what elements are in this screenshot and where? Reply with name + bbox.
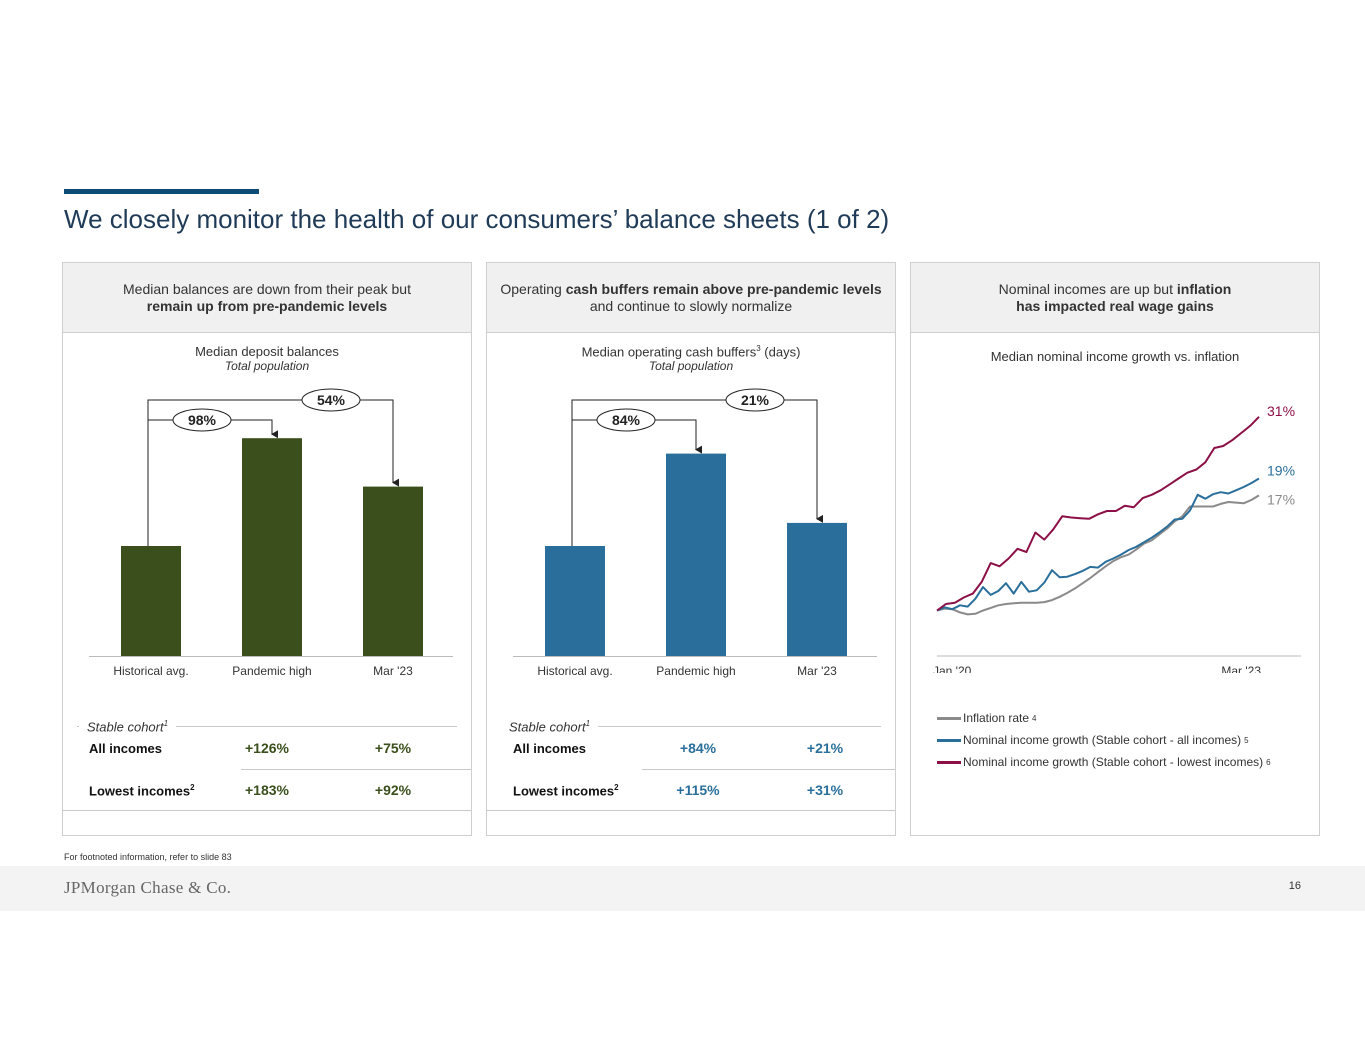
cell-value: +126% [245, 740, 289, 756]
x-tick-label: Mar '23 [373, 664, 413, 678]
header-bold-text: inflation [1176, 280, 1232, 297]
series-end-label: 17% [1267, 491, 1295, 507]
title-accent-bar [64, 189, 259, 194]
company-logo: JPMorgan Chase & Co. [64, 878, 232, 897]
annotation-connector [147, 399, 399, 546]
chart-title: Median deposit balances [195, 344, 339, 359]
header-bold-text: cash buffers remain above pre-pandemic l… [565, 280, 882, 297]
row-label-all-incomes: All incomes [89, 741, 162, 756]
annotation-oval [596, 408, 656, 432]
chart-title: Median operating cash buffers3 (days) [581, 344, 801, 360]
row-label-lowest-incomes: Lowest incomes2 [89, 783, 195, 799]
bar-pandemic-high [666, 453, 726, 656]
header-text: Operating [500, 280, 566, 297]
legend-swatch [937, 716, 961, 720]
cell-value: +115% [676, 782, 720, 798]
series-line [936, 416, 1260, 612]
row-divider [241, 769, 471, 770]
legend-swatch [937, 760, 961, 764]
cohort-label: Stable cohort1 [501, 719, 599, 735]
table-top-rule [501, 726, 881, 727]
header-text: Median balances are down from their peak… [123, 280, 411, 297]
x-tick-label: Jan '20 [933, 664, 972, 673]
series-end-label: 31% [1267, 403, 1295, 419]
annotation-oval [725, 388, 785, 412]
bar-pandemic-high [242, 438, 302, 656]
x-tick-label: Mar '23 [797, 664, 837, 678]
panel-cash-buffers: Operating cash buffers remain above pre-… [486, 262, 896, 836]
bar-historical-avg- [121, 546, 181, 656]
annotation-oval [172, 408, 232, 432]
cell-value: +84% [679, 740, 717, 756]
table-bottom-rule [63, 810, 471, 811]
bar-historical-avg- [545, 546, 605, 656]
table-bottom-rule [487, 810, 895, 811]
chart-subtitle: Total population [224, 359, 310, 373]
annotation-label: 54% [317, 392, 346, 408]
cell-value: +31% [806, 782, 844, 798]
legend-swatch [937, 738, 961, 742]
x-tick-label: Historical avg. [113, 664, 188, 678]
row-divider [642, 769, 895, 770]
header-text: and continue to slowly normalize [589, 297, 793, 314]
footnote: For footnoted information, refer to slid… [64, 852, 232, 862]
row-label-lowest-incomes: Lowest incomes2 [513, 783, 619, 799]
annotation-connector [571, 399, 823, 546]
x-tick-label: Pandemic high [232, 664, 311, 678]
series-line [936, 477, 1260, 612]
header-bold-text: has impacted real wage gains [1016, 297, 1214, 314]
cell-value: +183% [245, 782, 289, 798]
x-tick-label: Historical avg. [537, 664, 612, 678]
income-inflation-line-chart: Jan '20 Mar '23 17% 19% 31% [933, 403, 1301, 673]
panel-deposit-balances: Median balances are down from their peak… [62, 262, 472, 836]
panel-income-vs-inflation: Nominal incomes are up but inflation has… [910, 262, 1320, 836]
bar-mar-23 [787, 522, 847, 656]
page-title: We closely monitor the health of our con… [64, 204, 890, 234]
legend-label: Nominal income growth (Stable cohort - a… [963, 733, 1242, 747]
annotation-label: 21% [741, 392, 770, 408]
cell-value: +92% [374, 782, 412, 798]
annotation-oval [301, 388, 361, 412]
panel-header: Nominal incomes are up but inflation has… [911, 263, 1319, 333]
header-text: Nominal incomes are up but [998, 280, 1177, 297]
legend-label: Nominal income growth (Stable cohort - l… [963, 755, 1264, 769]
x-tick-label: Mar '23 [1221, 664, 1261, 673]
cohort-label: Stable cohort1 [79, 719, 177, 735]
cash-buffer-bar-chart: Historical avg. Pandemic high Mar '23 84% 21… [513, 388, 877, 678]
row-label-all-incomes: All incomes [513, 741, 586, 756]
chart-subtitle: Total population [648, 359, 734, 373]
series-end-label: 19% [1267, 463, 1295, 479]
annotation-label: 84% [612, 412, 641, 428]
legend-item: Inflation rate 4 [937, 711, 1037, 725]
cell-value: +75% [374, 740, 412, 756]
cell-value: +21% [806, 740, 844, 756]
bar-mar-23 [363, 486, 423, 656]
panel-header: Operating cash buffers remain above pre-… [487, 263, 895, 333]
header-bold-text: remain up from pre-pandemic levels [146, 297, 388, 314]
chart-title: Median nominal income growth vs. inflati… [990, 349, 1240, 364]
deposit-bar-chart: Historical avg. Pandemic high Mar '23 98% 54… [89, 388, 453, 678]
legend-item: Nominal income growth (Stable cohort - l… [937, 755, 1271, 769]
page-number: 16 [1288, 880, 1301, 892]
legend-label: Inflation rate [963, 711, 1030, 725]
table-top-rule [77, 726, 457, 727]
panel-header: Median balances are down from their peak… [63, 263, 471, 333]
x-tick-label: Pandemic high [656, 664, 735, 678]
annotation-label: 98% [188, 412, 217, 428]
series-line [936, 494, 1260, 616]
footer-band [0, 866, 1365, 911]
legend-item: Nominal income growth (Stable cohort - a… [937, 733, 1249, 747]
